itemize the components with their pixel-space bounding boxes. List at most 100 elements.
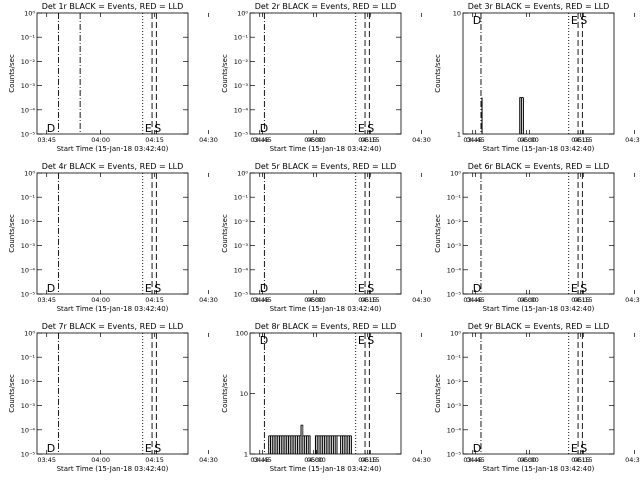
panel-title: Det 1r BLACK = Events, RED = LLD xyxy=(42,2,184,11)
y-tick-label: 10⁻⁴ xyxy=(21,106,36,114)
x-tick-label: 05:15 xyxy=(361,296,380,304)
marker-label: D xyxy=(473,442,481,455)
y-tick-label: 10⁻⁵ xyxy=(21,451,36,459)
x-tick-label: 04:00 xyxy=(91,456,110,464)
y-tick-label: 1 xyxy=(457,131,461,139)
x-tick-label: 04:15 xyxy=(145,296,164,304)
marker-label: E xyxy=(571,442,578,455)
x-tick-label: 04:30 xyxy=(412,456,431,464)
y-tick-label: 10⁻⁵ xyxy=(21,291,36,299)
plot-frame xyxy=(249,172,402,295)
x-tick-label: 03:45 xyxy=(37,136,56,144)
marker-label: S xyxy=(154,122,161,135)
y-tick-label: 10⁻¹ xyxy=(234,34,249,42)
y-tick-label: 10⁰ xyxy=(450,170,461,178)
marker-label: S xyxy=(154,282,161,295)
y-axis-title: Counts/sec xyxy=(8,214,16,253)
x-tick-label: 04:15 xyxy=(358,456,377,464)
x-axis-title: Start Time (15-Jan-18 03:42:40) xyxy=(270,145,382,153)
x-tick-label: 04:30 xyxy=(625,136,640,144)
x-tick-label: 04:45 xyxy=(466,296,485,304)
x-tick-label: 03:45 xyxy=(250,296,269,304)
y-tick-label: 10⁻² xyxy=(447,218,462,226)
x-tick-label: 03:45 xyxy=(250,136,269,144)
y-tick-label: 10⁻² xyxy=(21,218,36,226)
x-tick-label: 05:15 xyxy=(574,296,593,304)
y-tick-label: 10⁻³ xyxy=(234,242,249,250)
marker-label: S xyxy=(580,14,587,27)
x-tick-label: 04:30 xyxy=(625,296,640,304)
marker-label: E xyxy=(358,334,365,347)
y-tick-label: 10⁰ xyxy=(450,330,461,338)
x-tick-label: 04:45 xyxy=(466,456,485,464)
x-tick-label: 03:45 xyxy=(37,296,56,304)
panel-title: Det 4r BLACK = Events, RED = LLD xyxy=(42,162,184,171)
x-tick-label: 04:30 xyxy=(625,456,640,464)
y-tick-label: 10⁻³ xyxy=(234,82,249,90)
x-tick-label: 04:45 xyxy=(253,456,272,464)
y-tick-label: 10⁻⁴ xyxy=(21,266,36,274)
plot-frame xyxy=(36,172,189,295)
panel-title: Det 6r BLACK = Events, RED = LLD xyxy=(468,162,610,171)
x-tick-label: 03:45 xyxy=(463,456,482,464)
y-tick-label: 10⁰ xyxy=(24,10,35,18)
marker-label: S xyxy=(367,334,374,347)
x-axis-title: Start Time (15-Jan-18 03:42:40) xyxy=(270,305,382,313)
detector-panel-det2r: Det 2r BLACK = Events, RED = LLD Counts/s… xyxy=(221,2,593,153)
x-tick-label: 04:00 xyxy=(517,136,536,144)
x-tick-label: 04:00 xyxy=(304,456,323,464)
detector-panel-det8r: Det 8r BLACK = Events, RED = LLD Counts/s… xyxy=(221,322,593,473)
y-axis-title: Counts/sec xyxy=(221,214,229,253)
marker-label: D xyxy=(260,334,268,347)
y-tick-label: 10⁰ xyxy=(24,170,35,178)
marker-label: E xyxy=(358,122,365,135)
y-tick-label: 10⁻³ xyxy=(21,82,36,90)
y-tick-label: 10⁻⁴ xyxy=(234,266,249,274)
marker-label: D xyxy=(47,282,55,295)
x-tick-label: 05:00 xyxy=(520,136,539,144)
y-tick-label: 10⁻³ xyxy=(447,402,462,410)
panel-title: Det 8r BLACK = Events, RED = LLD xyxy=(255,322,397,331)
y-tick-label: 10⁻² xyxy=(21,58,36,66)
y-tick-label: 10⁻¹ xyxy=(447,354,462,362)
x-axis-title: Start Time (15-Jan-18 03:42:40) xyxy=(483,465,595,473)
y-tick-label: 10⁻² xyxy=(234,218,249,226)
marker-label: D xyxy=(47,122,55,135)
marker-label: S xyxy=(580,282,587,295)
y-tick-label: 10⁻¹ xyxy=(234,194,249,202)
y-tick-label: 10⁻⁵ xyxy=(234,291,249,299)
x-tick-label: 05:15 xyxy=(574,136,593,144)
y-axis-title: Counts/sec xyxy=(221,374,229,413)
plot-frame xyxy=(462,12,615,135)
marker-label: E xyxy=(145,282,152,295)
x-tick-label: 04:15 xyxy=(358,136,377,144)
marker-label: E xyxy=(358,282,365,295)
y-axis-title: Counts/sec xyxy=(434,214,442,253)
y-tick-label: 10⁻⁵ xyxy=(21,131,36,139)
y-tick-label: 10⁻¹ xyxy=(21,354,36,362)
x-axis-title: Start Time (15-Jan-18 03:42:40) xyxy=(57,145,169,153)
y-tick-label: 10 xyxy=(240,390,248,398)
y-tick-label: 10⁻¹ xyxy=(21,34,36,42)
marker-label: S xyxy=(580,442,587,455)
x-tick-label: 04:00 xyxy=(91,296,110,304)
marker-label: E xyxy=(571,282,578,295)
x-tick-label: 03:45 xyxy=(463,136,482,144)
panel-title: Det 9r BLACK = Events, RED = LLD xyxy=(468,322,610,331)
y-tick-label: 10⁻¹ xyxy=(21,194,36,202)
y-tick-label: 10⁻⁴ xyxy=(234,106,249,114)
x-tick-label: 04:15 xyxy=(358,296,377,304)
events-series-line xyxy=(481,97,524,134)
y-tick-label: 10⁻⁵ xyxy=(447,451,462,459)
y-tick-label: 10⁻² xyxy=(447,378,462,386)
marker-label: D xyxy=(260,122,268,135)
y-tick-label: 10⁻⁴ xyxy=(447,266,462,274)
x-tick-label: 04:15 xyxy=(571,136,590,144)
x-tick-label: 05:00 xyxy=(307,456,326,464)
x-tick-label: 04:15 xyxy=(571,456,590,464)
detector-panel-det9r: Det 9r BLACK = Events, RED = LLD Counts/s… xyxy=(434,322,640,473)
x-axis-title: Start Time (15-Jan-18 03:42:40) xyxy=(57,305,169,313)
y-axis-title: Counts/sec xyxy=(8,54,16,93)
detector-panel-det3r: Det 3r BLACK = Events, RED = LLD Counts/s… xyxy=(434,2,640,153)
x-tick-label: 03:45 xyxy=(250,456,269,464)
